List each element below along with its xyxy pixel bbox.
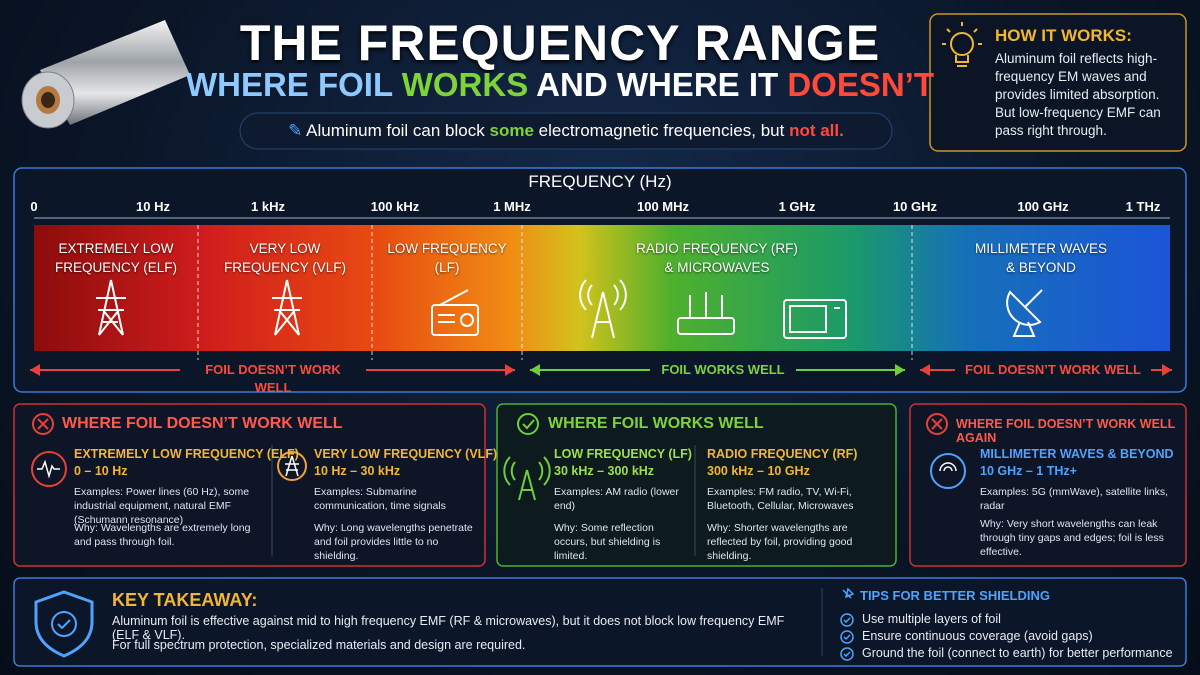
item-name: LOW FREQUENCY (LF) <box>554 447 692 461</box>
how-box <box>929 13 1187 152</box>
foil-roll <box>21 20 190 129</box>
item-name: MILLIMETER WAVES & BEYOND <box>980 447 1174 461</box>
item-examples: Examples: Submarine communication, time … <box>314 486 446 512</box>
takeaway-text: Aluminum foil is effective against mid t… <box>112 614 785 642</box>
takeaway-box <box>13 577 1187 667</box>
panel-title: WHERE FOIL DOESN’T WORK WELL AGAIN <box>956 416 1175 445</box>
band-label: MILLIMETER WAVES <box>974 241 1108 256</box>
tick-label: 10 GHz <box>892 199 938 214</box>
how-title: HOW IT WORKS: <box>995 26 1132 45</box>
band-label: RADIO FREQUENCY (RF) <box>636 241 798 256</box>
note: ✎ Aluminum foil can block some electroma… <box>288 121 844 140</box>
shield-icon <box>34 590 94 658</box>
tick-label: 1 MHz <box>493 199 531 214</box>
band-dividers <box>197 225 913 360</box>
tick-label: 1 kHz <box>251 199 285 214</box>
tick-label: 1 GHz <box>778 199 816 214</box>
item-range: 10 Hz – 30 kHz <box>314 464 401 478</box>
item-range: 0 – 10 Hz <box>74 464 128 478</box>
panel-box <box>909 403 1187 567</box>
band-label: (LF) <box>434 260 460 275</box>
band-label: VERY LOW <box>249 241 321 256</box>
tick-label: 1 THz <box>1125 199 1161 214</box>
tip-item: Ensure continuous coverage (avoid gaps) <box>862 629 1093 643</box>
item-why: Why: Long wavelengths penetrate and foil… <box>314 522 473 562</box>
tips-title: TIPS FOR BETTER SHIELDING <box>860 588 1050 603</box>
item-range: 30 kHz – 300 kHz <box>554 464 655 478</box>
item-why: Why: Some reflection occurs, but shieldi… <box>554 522 661 562</box>
subtitle: WHERE FOIL WORKS AND WHERE IT DOESN’T <box>185 66 935 103</box>
band-label: FREQUENCY (ELF) <box>54 260 177 275</box>
item-examples: Examples: 5G (mmWave), satellite links, … <box>980 486 1169 512</box>
range-label: FOIL DOESN’T WORK WELL <box>955 361 1151 379</box>
note-pill <box>239 112 893 150</box>
tip-item: Ground the foil (connect to earth) for b… <box>862 646 1173 660</box>
item-range: 300 kHz – 10 GHz <box>707 464 810 478</box>
tick-label: 10 Hz <box>136 199 170 214</box>
band-label: LOW FREQUENCY <box>387 241 507 256</box>
tick-label: 100 MHz <box>636 199 690 214</box>
panel-title: WHERE FOIL DOESN’T WORK WELL <box>62 415 343 432</box>
tick-label: 100 kHz <box>370 199 420 214</box>
item-examples: Examples: FM radio, TV, Wi-Fi, Bluetooth… <box>707 486 854 512</box>
bulb-icon <box>942 22 982 67</box>
band-label: EXTREMELY LOW <box>58 241 174 256</box>
panel-box <box>496 403 897 567</box>
tick-label: 0 <box>30 199 38 214</box>
band-label: & BEYOND <box>1006 260 1076 275</box>
item-why: Why: Very short wavelengths can leak thr… <box>980 518 1164 558</box>
band-label: FREQUENCY (VLF) <box>223 260 346 275</box>
takeaway-text: For full spectrum protection, specialize… <box>112 638 526 652</box>
axis-label: FREQUENCY (Hz) <box>528 172 672 191</box>
item-why: Why: Wavelengths are extremely long and … <box>74 522 251 548</box>
range-label: FOIL DOESN’T WORK WELL <box>180 361 366 395</box>
tip-item: Use multiple layers of foil <box>862 612 1001 626</box>
item-range: 10 GHz – 1 THz+ <box>980 464 1077 478</box>
panel-box <box>13 403 486 567</box>
item-name: EXTREMELY LOW FREQUENCY (ELF) <box>74 447 299 461</box>
range-label: FOIL WORKS WELL <box>650 361 796 379</box>
panel-title: WHERE FOIL WORKS WELL <box>548 415 764 432</box>
item-name: RADIO FREQUENCY (RF) <box>707 447 858 461</box>
item-why: Why: Shorter wavelengths are reflected b… <box>707 522 853 562</box>
tip-icons <box>840 587 855 661</box>
band-label: & MICROWAVES <box>664 260 770 275</box>
item-name: VERY LOW FREQUENCY (VLF) <box>314 447 498 461</box>
panel-icons <box>31 413 966 501</box>
item-examples: Examples: AM radio (lower end) <box>554 486 679 512</box>
how-text: Aluminum foil reflects high-frequency EM… <box>995 51 1161 138</box>
item-examples: Examples: Power lines (60 Hz), some indu… <box>74 486 250 526</box>
tick-label: 100 GHz <box>1017 199 1069 214</box>
band-icons <box>96 279 1043 339</box>
spectrum-bar <box>34 225 1170 351</box>
takeaway-title: KEY TAKEAWAY: <box>112 590 258 610</box>
title: THE FREQUENCY RANGE <box>239 15 881 71</box>
